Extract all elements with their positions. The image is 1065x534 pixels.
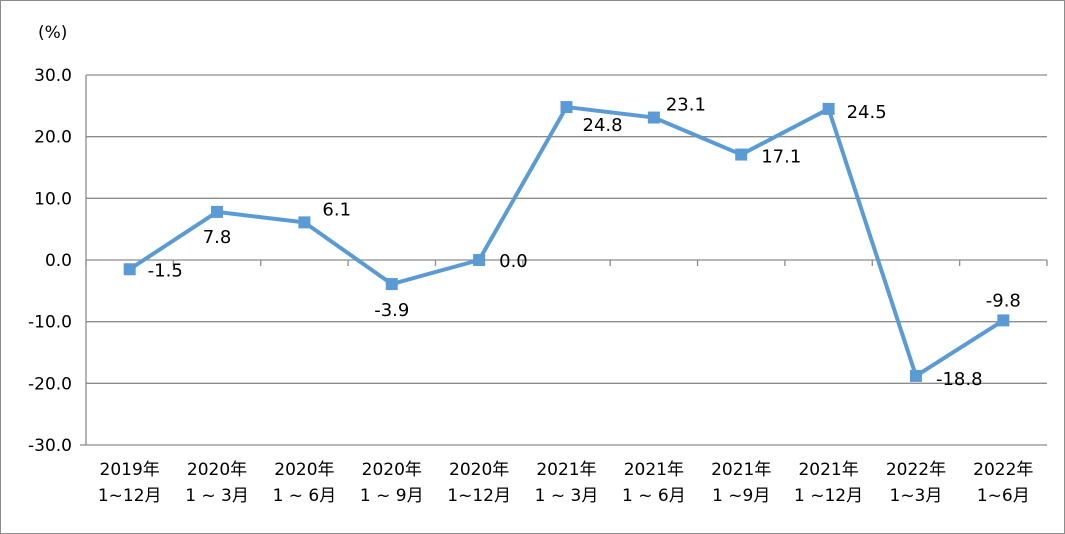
data-label: -9.8 [986, 290, 1021, 311]
series-markers [123, 101, 1010, 382]
axes [80, 75, 1048, 446]
y-tick-label: 20.0 [34, 128, 72, 148]
series-line-path [128, 105, 1005, 378]
data-point [385, 278, 398, 291]
data-point [735, 148, 748, 161]
data-point [298, 216, 311, 229]
y-tick-label: -20.0 [28, 374, 72, 394]
x-tick-label: 2021年 1 ~12月 [794, 460, 863, 506]
x-tick-labels: 2019年 1~12月 2020年 1 ~ 3月 2020年 1 ~ 6月 2020年 1 ~… [98, 460, 1034, 506]
x-tick-label: 2020年 1 ~ 6月 [273, 460, 337, 506]
series-line [128, 105, 1005, 378]
grid-lines [86, 74, 1047, 446]
data-labels: -1.5 7.8 6.1 -3.9 0.0 24.8 23.1 17.1 24.5 -18.8 -9… [148, 95, 1021, 390]
data-point [211, 205, 224, 218]
data-point [909, 369, 922, 382]
x-tick-label: 2019年 1~12月 [98, 460, 162, 506]
x-tick-label: 2020年 1 ~ 9月 [360, 460, 424, 506]
data-label: 23.1 [666, 95, 706, 116]
y-tick-label: 30.0 [34, 66, 72, 86]
y-tick-label: 0.0 [45, 251, 72, 271]
y-tick-label: -30.0 [28, 436, 72, 456]
data-label: 0.0 [499, 251, 528, 272]
y-tick-label: -10.0 [28, 313, 72, 333]
x-tick-label: 2021年 1 ~ 3月 [535, 460, 599, 506]
y-tick-labels: 30.0 20.0 10.0 0.0 -10.0 -20.0 -30.0 [28, 66, 72, 456]
data-point [822, 102, 835, 115]
data-point [647, 111, 660, 124]
data-point [560, 101, 573, 114]
x-tick-label: 2021年 1 ~ 6月 [622, 460, 686, 506]
x-tick-label: 2022年 1~6月 [973, 460, 1033, 506]
data-label: 6.1 [322, 199, 351, 220]
data-point [123, 263, 136, 276]
data-point [473, 254, 486, 266]
y-tick-label: 10.0 [34, 189, 72, 209]
data-label: 24.8 [583, 115, 623, 136]
data-label: 24.5 [847, 102, 887, 123]
data-label: 17.1 [761, 147, 801, 168]
x-tick-label: 2021年 1 ~9月 [711, 460, 771, 506]
x-tick-label: 2022年 1~3月 [886, 460, 946, 506]
x-tick-label: 2020年 1 ~ 3月 [185, 460, 249, 506]
data-label: -1.5 [148, 260, 183, 281]
y-axis-unit-label: (%) [38, 23, 67, 43]
data-label: -3.9 [374, 300, 409, 321]
data-label: 7.8 [203, 227, 232, 248]
data-point [997, 314, 1010, 327]
x-tick-label: 2020年 1~12月 [447, 460, 511, 506]
data-label: -18.8 [936, 369, 983, 390]
